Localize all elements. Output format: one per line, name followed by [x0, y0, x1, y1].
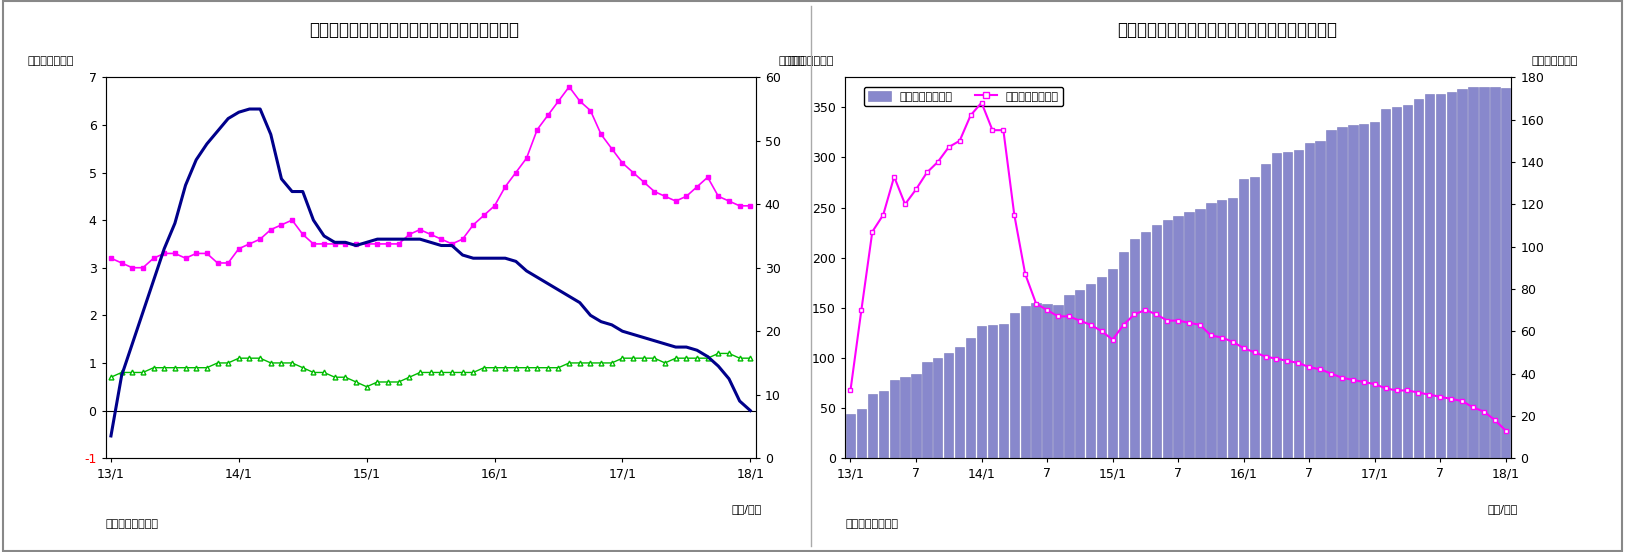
- Bar: [856, 409, 866, 458]
- Bar: [965, 338, 975, 458]
- Bar: [1228, 198, 1237, 458]
- Text: （前年比、％）: （前年比、％）: [786, 56, 834, 66]
- Bar: [956, 347, 964, 458]
- Bar: [1261, 164, 1271, 458]
- Bar: [1458, 89, 1467, 458]
- Bar: [1316, 141, 1324, 458]
- Bar: [1238, 178, 1248, 458]
- Bar: [1064, 295, 1074, 458]
- Bar: [1381, 109, 1391, 458]
- Text: （年/月）: （年/月）: [1487, 504, 1518, 514]
- Bar: [1206, 203, 1216, 458]
- Bar: [1108, 269, 1118, 458]
- Bar: [1076, 290, 1084, 458]
- Bar: [1282, 152, 1292, 458]
- Text: （前年比、％）: （前年比、％）: [1531, 56, 1578, 66]
- Bar: [1370, 123, 1380, 458]
- Bar: [1129, 238, 1139, 458]
- Bar: [1337, 128, 1347, 458]
- Text: （前年比、％）: （前年比、％）: [28, 56, 75, 66]
- Bar: [1250, 177, 1259, 458]
- Bar: [1217, 200, 1227, 458]
- Bar: [1053, 305, 1063, 458]
- Bar: [1020, 306, 1030, 458]
- Bar: [944, 353, 954, 458]
- Bar: [988, 325, 998, 458]
- Bar: [1152, 225, 1160, 458]
- Text: （年/月）: （年/月）: [731, 504, 762, 514]
- Bar: [1032, 303, 1040, 458]
- Bar: [1120, 252, 1128, 458]
- Bar: [868, 394, 878, 458]
- Bar: [1479, 87, 1488, 458]
- Bar: [1185, 211, 1194, 458]
- Bar: [1326, 130, 1336, 458]
- Bar: [1162, 220, 1172, 458]
- Bar: [1358, 124, 1368, 458]
- Bar: [879, 391, 887, 458]
- Bar: [923, 362, 931, 458]
- Bar: [1402, 105, 1412, 458]
- Bar: [912, 374, 921, 458]
- Bar: [1425, 94, 1433, 458]
- Bar: [900, 377, 910, 458]
- Text: （資料）日本銀行: （資料）日本銀行: [845, 519, 899, 529]
- Bar: [847, 414, 855, 458]
- Bar: [999, 324, 1008, 458]
- Bar: [1173, 216, 1183, 458]
- Bar: [1469, 87, 1477, 458]
- Bar: [1490, 87, 1500, 458]
- Bar: [1097, 277, 1107, 458]
- Bar: [1086, 284, 1095, 458]
- Bar: [889, 380, 899, 458]
- Bar: [1141, 232, 1150, 458]
- Bar: [1393, 107, 1401, 458]
- Bar: [1272, 153, 1280, 458]
- Bar: [1414, 99, 1424, 458]
- Bar: [1446, 92, 1456, 458]
- Text: （資料）日本銀行: （資料）日本銀行: [106, 519, 159, 529]
- Bar: [1009, 313, 1019, 458]
- Text: （図表８）　日銀当座預金残高（平残）と伸び率: （図表８） 日銀当座預金残高（平残）と伸び率: [1116, 20, 1337, 39]
- Text: （図表７）　マネタリーベース伸び率（平残）: （図表７） マネタリーベース伸び率（平残）: [309, 20, 520, 39]
- Bar: [1502, 88, 1510, 458]
- Bar: [1349, 125, 1357, 458]
- Bar: [1435, 94, 1445, 458]
- Bar: [1305, 144, 1315, 458]
- Bar: [1196, 209, 1204, 458]
- Legend: 日銀当座預金残高, 同伸び率（右軸）: 日銀当座預金残高, 同伸び率（右軸）: [864, 87, 1063, 107]
- Bar: [977, 326, 986, 458]
- Text: （兆円）: （兆円）: [778, 56, 804, 66]
- Bar: [1042, 304, 1051, 458]
- Bar: [933, 358, 942, 458]
- Bar: [1294, 151, 1303, 458]
